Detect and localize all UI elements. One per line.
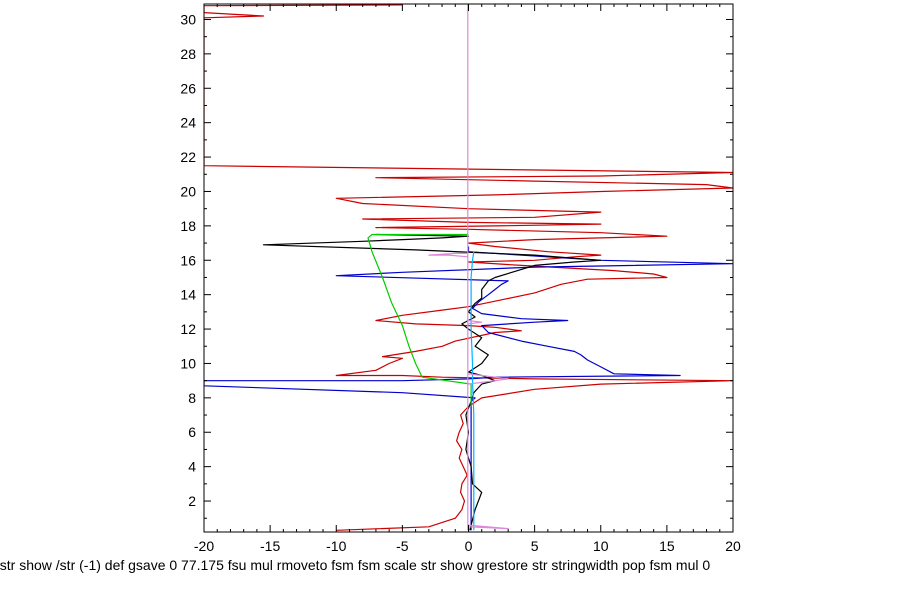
x-tick-label: 20 [725, 538, 741, 554]
x-tick-label: 0 [465, 538, 473, 554]
y-tick-label: 30 [180, 11, 196, 27]
y-tick-label: 8 [188, 390, 196, 406]
series-line-green [367, 233, 472, 407]
y-tick-label: 22 [180, 149, 196, 165]
x-tick-label: -10 [326, 538, 346, 554]
series-line-cyan [470, 251, 475, 531]
series-line-blue [204, 246, 733, 531]
y-tick-label: 18 [180, 218, 196, 234]
y-tick-label: 28 [180, 46, 196, 62]
y-tick-label: 10 [180, 355, 196, 371]
axis-layer: -20 -15 -10 -5 0 5 10 15 20246810121416182022242… [180, 4, 741, 554]
y-tick-label: 2 [188, 493, 196, 509]
y-tick-label: 20 [180, 183, 196, 199]
y-tick-label: 6 [188, 424, 196, 440]
x-tick-label: 15 [659, 538, 675, 554]
x-tick-label: -20 [194, 538, 214, 554]
y-tick-label: 12 [180, 321, 196, 337]
series-layer [204, 4, 733, 531]
y-tick-label: 26 [180, 80, 196, 96]
series-line-red [204, 4, 733, 531]
y-tick-label: 16 [180, 252, 196, 268]
y-tick-label: 14 [180, 287, 196, 303]
footer-text: f str show /str (-1) def gsave 0 77.175 … [0, 557, 710, 573]
x-tick-label: -15 [260, 538, 280, 554]
y-tick-label: 4 [188, 459, 196, 475]
x-tick-label: -5 [396, 538, 409, 554]
x-tick-label: 5 [531, 538, 539, 554]
y-tick-label: 24 [180, 115, 196, 131]
series-line-violet [428, 4, 509, 531]
x-tick-label: 10 [593, 538, 609, 554]
plot-frame [203, 3, 734, 533]
